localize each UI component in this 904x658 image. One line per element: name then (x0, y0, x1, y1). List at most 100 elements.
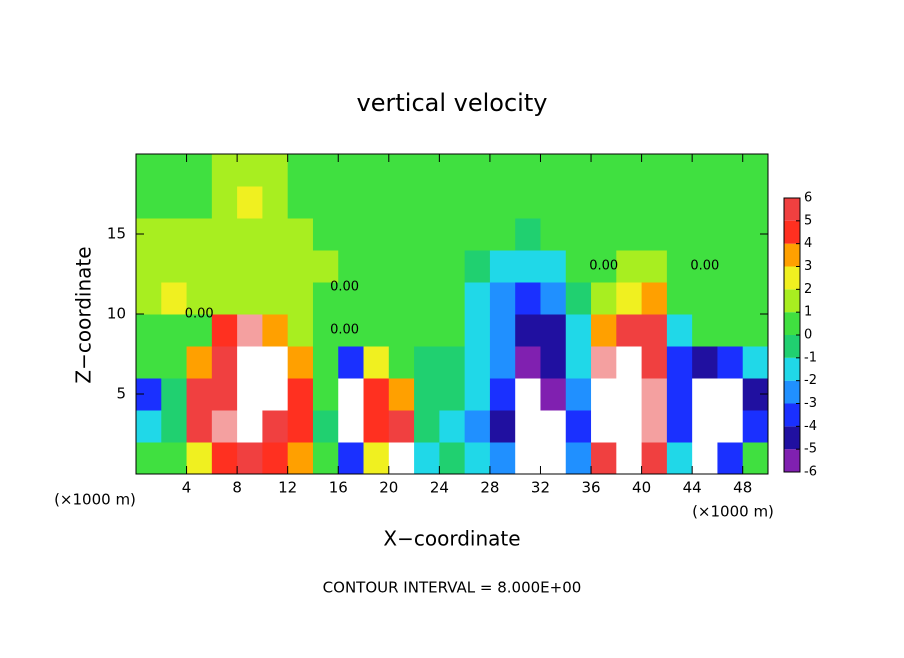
colorbar-band (784, 357, 800, 381)
heat-cell (540, 442, 567, 475)
heat-cell (692, 314, 718, 347)
heat-cell (161, 442, 188, 475)
heat-cell (489, 442, 516, 475)
heat-cell (591, 250, 617, 283)
heat-cell (338, 378, 365, 411)
y-tick-label: 10 (107, 305, 126, 323)
heat-cell (641, 442, 668, 475)
heat-cell (489, 282, 516, 315)
heat-cell (641, 186, 668, 219)
heat-cell (439, 250, 466, 283)
heat-cell (262, 218, 289, 251)
heat-cell (717, 442, 744, 475)
colorbar-band (784, 243, 800, 267)
heat-cell (262, 282, 289, 315)
heat-cell (515, 186, 541, 219)
heat-cell (666, 250, 693, 283)
colorbar-band (784, 426, 800, 450)
heat-cell (287, 378, 314, 411)
heat-cell (237, 346, 263, 379)
heat-cell (616, 442, 643, 475)
heat-cell (338, 314, 365, 347)
heat-cell (742, 410, 769, 443)
heat-cell (666, 186, 693, 219)
colorbar-band (784, 335, 800, 358)
heat-cell (439, 186, 466, 219)
heat-cell (489, 186, 516, 219)
heat-cell (338, 218, 365, 251)
heat-cell (464, 346, 491, 379)
colorbar-label: 0 (804, 328, 812, 343)
heat-cell (565, 346, 592, 379)
colorbar-label: -1 (804, 350, 817, 365)
heat-cell (363, 154, 390, 187)
heat-cell (287, 314, 314, 347)
heat-cell (464, 154, 491, 187)
heat-cell (692, 442, 718, 475)
heat-cell (464, 186, 491, 219)
heat-cell (414, 314, 440, 347)
heat-cell (616, 282, 643, 315)
heat-cell (641, 282, 668, 315)
heat-cell (338, 250, 365, 283)
heat-cell (262, 314, 289, 347)
heat-cell (742, 282, 769, 315)
heat-cell (591, 442, 617, 475)
heat-cell (136, 186, 162, 219)
heat-cell (136, 154, 162, 187)
heat-cell (540, 410, 567, 443)
colorbar-band (784, 266, 800, 290)
heat-cell (388, 218, 415, 251)
colorbar-label: -6 (804, 465, 817, 480)
heat-cell (237, 282, 263, 315)
heat-cell (439, 218, 466, 251)
heat-cell (338, 282, 365, 315)
heat-cell (591, 218, 617, 251)
heat-cell (565, 314, 592, 347)
heat-cell (414, 154, 440, 187)
heat-cell (666, 346, 693, 379)
contour-label: 0.00 (589, 259, 618, 274)
heat-cell (666, 410, 693, 443)
contour-label: 0.00 (330, 323, 359, 338)
heat-cell (312, 186, 339, 219)
heat-cell (565, 154, 592, 187)
heat-cell (161, 346, 188, 379)
heat-cell (692, 346, 718, 379)
heat-cell (363, 378, 390, 411)
heat-cell (161, 378, 188, 411)
heat-cell (666, 314, 693, 347)
heat-cell (161, 250, 188, 283)
heat-cell (338, 346, 365, 379)
contour-label: 0.00 (330, 279, 359, 294)
x-tick-label: 44 (683, 479, 702, 497)
heat-cell (565, 186, 592, 219)
heat-cell (414, 378, 440, 411)
contour-label: 0.00 (185, 307, 214, 322)
contour-label: 0.00 (690, 259, 719, 274)
colorbar-label: 4 (804, 236, 812, 251)
heat-cell (237, 442, 263, 475)
heat-cell (338, 186, 365, 219)
heat-cell (388, 410, 415, 443)
heat-cell (211, 218, 238, 251)
heat-cell (237, 186, 263, 219)
heat-cell (414, 282, 440, 315)
heat-cell (666, 378, 693, 411)
heat-cell (211, 282, 238, 315)
x-tick-label: 16 (329, 479, 348, 497)
heat-cell (237, 218, 263, 251)
colorbar-label: -3 (804, 396, 817, 411)
x-tick-label: 48 (733, 479, 752, 497)
heat-cell (237, 378, 263, 411)
colorbar-label: -5 (804, 442, 817, 457)
heat-cell (742, 314, 769, 347)
heat-cell (338, 410, 365, 443)
heat-cell (641, 250, 668, 283)
heat-cell (237, 410, 263, 443)
heat-cell (237, 314, 263, 347)
x-tick-label: 32 (531, 479, 550, 497)
heat-cell (287, 154, 314, 187)
heat-cell (414, 410, 440, 443)
